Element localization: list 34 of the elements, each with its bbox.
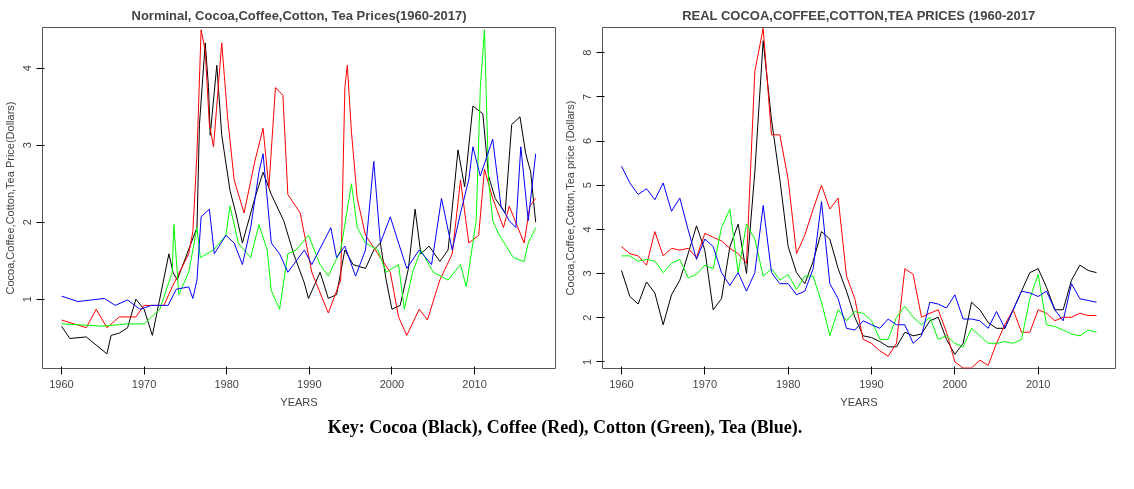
y-tick-label: 5 (581, 182, 594, 189)
y-tick-label: 4 (21, 65, 34, 72)
y-tick-label: 4 (581, 226, 594, 233)
x-tick-label: 1960 (609, 377, 634, 390)
y-tick-label: 1 (21, 296, 34, 303)
chart-title: Norminal, Cocoa,Coffee,Cotton, Tea Prices(1960-2017) (131, 7, 467, 23)
y-tick-label: 2 (21, 219, 34, 226)
x-tick-label: 1960 (49, 377, 74, 390)
y-tick-label: 3 (21, 142, 34, 149)
x-tick-label: 1980 (214, 377, 239, 390)
x-tick-label: 2010 (1025, 377, 1051, 390)
x-tick-label: 1970 (131, 377, 157, 390)
y-tick-label: 3 (581, 270, 594, 277)
chart-title: REAL COCOA,COFFEE,COTTON,TEA PRICES (1960-2017 (682, 7, 1036, 23)
y-tick-label: 6 (581, 137, 594, 145)
x-tick-label: 1980 (775, 377, 801, 390)
x-tick-label: 2000 (379, 377, 405, 390)
line-series (621, 208, 1097, 348)
line-series (621, 165, 1097, 344)
text: Key: Cocoa (Black), Coffee (Red), Cotton (Green), Tea (Blue). (327, 416, 803, 439)
y-tick-label: 8 (581, 49, 594, 56)
x-axis-title: YEARS (840, 395, 878, 408)
x-tick-label: 1970 (692, 377, 718, 390)
x-tick-label: 2000 (942, 377, 968, 390)
y-axis-title: Cocoa,Coffee,Cotton,Tea Price(Dollars) (3, 101, 16, 295)
y-tick-label: 2 (581, 314, 594, 321)
line-series (61, 138, 537, 310)
x-tick-label: 1990 (297, 377, 322, 390)
x-tick-label: 1990 (859, 377, 884, 390)
x-axis-title: YEARS (280, 395, 318, 408)
y-tick-label: 1 (581, 358, 594, 365)
x-tick-label: 2010 (462, 377, 487, 390)
y-axis-title: Cocoa,Coffee,Cotton,Tea price (Dollars) (563, 100, 576, 296)
y-tick-label: 7 (581, 93, 594, 100)
